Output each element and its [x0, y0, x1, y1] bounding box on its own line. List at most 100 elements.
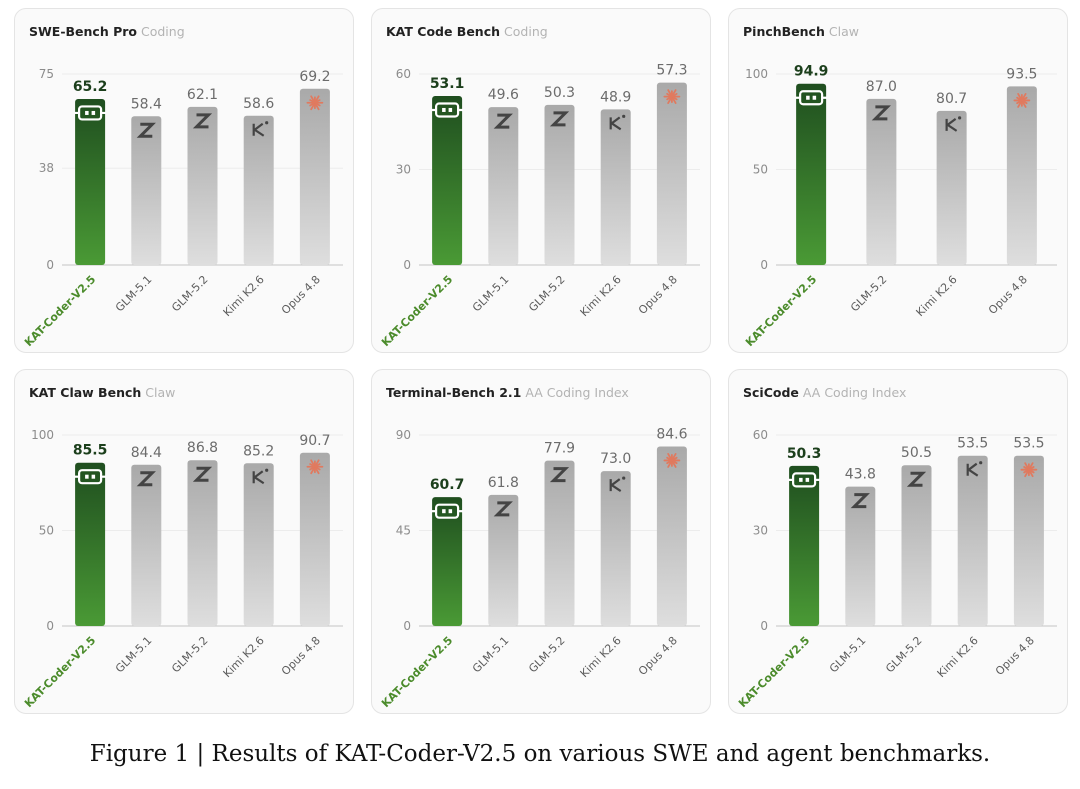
- chart-title: Terminal-Bench 2.1 AA Coding Index: [386, 385, 629, 400]
- bar-group-kimi-k2-6: 48.9 Kimi K2.6: [578, 89, 632, 319]
- value-label: 69.2: [299, 69, 330, 85]
- bar-group-kimi-k2-6: 80.7 Kimi K2.6: [914, 91, 968, 319]
- bar: [866, 98, 897, 265]
- bars: 85.5 KAT-Coder-V2.5 84.4 GLM-5.1 86.8 GLM-5.2…: [22, 433, 330, 710]
- bar: [1006, 86, 1037, 265]
- value-label: 90.7: [299, 433, 330, 449]
- bar-group-kat-coder-v2-5: 53.1 KAT-Coder-V2.5: [379, 76, 464, 349]
- y-tick-label: 100: [31, 428, 54, 442]
- value-label: 84.4: [131, 445, 162, 461]
- kimi-icon: [966, 461, 983, 477]
- bar-group-kat-coder-v2-5: 65.2 KAT-Coder-V2.5: [22, 79, 107, 349]
- y-axis: 0 30 60: [396, 67, 411, 272]
- x-tick-label: Opus 4.8: [636, 634, 680, 678]
- y-axis: 0 50 100: [745, 67, 768, 272]
- bar: [544, 460, 575, 626]
- value-label: 58.6: [243, 96, 274, 112]
- x-tick-label: Kimi K2.6: [221, 273, 267, 319]
- bar-group-glm-5-1: 58.4 GLM-5.1: [113, 96, 162, 314]
- value-label: 53.5: [1013, 436, 1044, 452]
- bar: [600, 109, 631, 266]
- bar: [488, 494, 519, 626]
- bar: [131, 464, 162, 626]
- chart-subtitle: Coding: [504, 24, 548, 39]
- bar-group-kat-coder-v2-5: 94.9 KAT-Coder-V2.5: [743, 64, 828, 349]
- chart-title: SciCode AA Coding Index: [743, 385, 906, 400]
- x-tick-label: KAT-Coder-V2.5: [22, 273, 98, 349]
- figure-caption: Figure 1 | Results of KAT-Coder-V2.5 on …: [0, 741, 1080, 767]
- chart-subtitle: AA Coding Index: [525, 385, 629, 400]
- bar: [131, 116, 162, 266]
- zhipu-icon: [136, 471, 156, 487]
- bar-group-kat-coder-v2-5: 60.7 KAT-Coder-V2.5: [379, 477, 464, 710]
- bar: [600, 471, 631, 626]
- bar-group-opus-4-8: 93.5 Opus 4.8: [986, 66, 1038, 317]
- claude-icon: [663, 453, 681, 468]
- x-tick-label: Opus 4.8: [993, 634, 1037, 678]
- kat-icon: [431, 102, 464, 118]
- chart-title-text: Terminal-Bench 2.1: [386, 385, 522, 400]
- zhipu-icon: [549, 467, 570, 483]
- zhipu-icon: [850, 493, 870, 509]
- figure-number: Figure 1: [89, 741, 190, 767]
- x-tick-label: GLM-5.2: [526, 634, 567, 675]
- bar: [243, 463, 274, 626]
- bar-chart: 0 50 100 94.9 KAT-Coder-V2.5 87.0 GLM-5.2 80.7 K…: [743, 64, 1057, 349]
- x-tick-label: Kimi K2.6: [935, 634, 981, 680]
- x-tick-label: KAT-Coder-V2.5: [379, 634, 455, 710]
- value-label: 50.3: [787, 446, 822, 462]
- y-tick-label: 50: [39, 524, 54, 538]
- zhipu-icon: [493, 501, 513, 517]
- value-label: 50.5: [901, 445, 932, 461]
- bar-group-glm-5-2: 77.9 GLM-5.2: [526, 441, 575, 676]
- bar-group-kimi-k2-6: 58.6 Kimi K2.6: [221, 96, 275, 319]
- claude-icon: [1020, 462, 1038, 478]
- value-label: 77.9: [544, 441, 575, 457]
- value-label: 53.1: [430, 76, 465, 92]
- value-label: 84.6: [656, 426, 687, 442]
- bar: [656, 82, 687, 265]
- bar-group-opus-4-8: 53.5 Opus 4.8: [993, 436, 1045, 678]
- value-label: 93.5: [1006, 66, 1037, 82]
- y-tick-label: 75: [39, 67, 54, 81]
- value-label: 94.9: [794, 64, 829, 80]
- y-tick-label: 0: [46, 619, 54, 633]
- bar: [796, 83, 827, 265]
- kimi-icon: [945, 116, 962, 132]
- bar-group-glm-5-1: 61.8 GLM-5.1: [470, 475, 519, 676]
- chart-panel-pinchbench: PinchBench Claw 0 50 100 94.9 KAT-Coder-V2.5 8…: [728, 8, 1068, 353]
- bars: 65.2 KAT-Coder-V2.5 58.4 GLM-5.1 62.1 GLM-5.2…: [22, 69, 330, 349]
- chart-title: KAT Claw Bench Claw: [29, 385, 175, 400]
- chart-title-text: KAT Code Bench: [386, 24, 501, 39]
- bar: [957, 455, 988, 626]
- y-tick-label: 38: [39, 161, 54, 175]
- value-label: 65.2: [73, 79, 108, 95]
- y-tick-label: 50: [753, 163, 768, 177]
- x-tick-label: KAT-Coder-V2.5: [22, 634, 98, 710]
- chart-title-text: KAT Claw Bench: [29, 385, 142, 400]
- bar-group-glm-5-2: 87.0 GLM-5.2: [848, 79, 897, 315]
- chart-panel-kat-claw-bench: KAT Claw Bench Claw 0 50 100 85.5 KAT-Coder-V…: [14, 369, 354, 714]
- x-tick-label: GLM-5.2: [169, 273, 210, 314]
- claude-icon: [1013, 93, 1031, 108]
- bar: [789, 465, 820, 626]
- value-label: 43.8: [845, 467, 876, 483]
- claude-icon: [306, 95, 324, 111]
- x-tick-label: KAT-Coder-V2.5: [379, 273, 455, 349]
- y-tick-label: 60: [753, 428, 768, 442]
- x-tick-label: Kimi K2.6: [221, 634, 267, 680]
- bar-chart: 0 38 75 65.2 KAT-Coder-V2.5 58.4 GLM-5.1 62.1 GL…: [22, 67, 343, 349]
- chart-subtitle: Coding: [141, 24, 185, 39]
- bar: [299, 88, 330, 266]
- y-tick-label: 60: [396, 67, 411, 81]
- y-tick-label: 30: [396, 163, 411, 177]
- kimi-icon: [252, 468, 269, 485]
- chart-title: SWE-Bench Pro Coding: [29, 24, 185, 39]
- x-tick-label: GLM-5.1: [470, 273, 511, 314]
- chart-title-text: SciCode: [743, 385, 799, 400]
- value-label: 57.3: [656, 63, 687, 79]
- chart-subtitle: Claw: [828, 24, 859, 39]
- y-axis: 0 30 60: [753, 428, 768, 633]
- y-tick-label: 30: [753, 524, 768, 538]
- value-label: 62.1: [187, 87, 218, 103]
